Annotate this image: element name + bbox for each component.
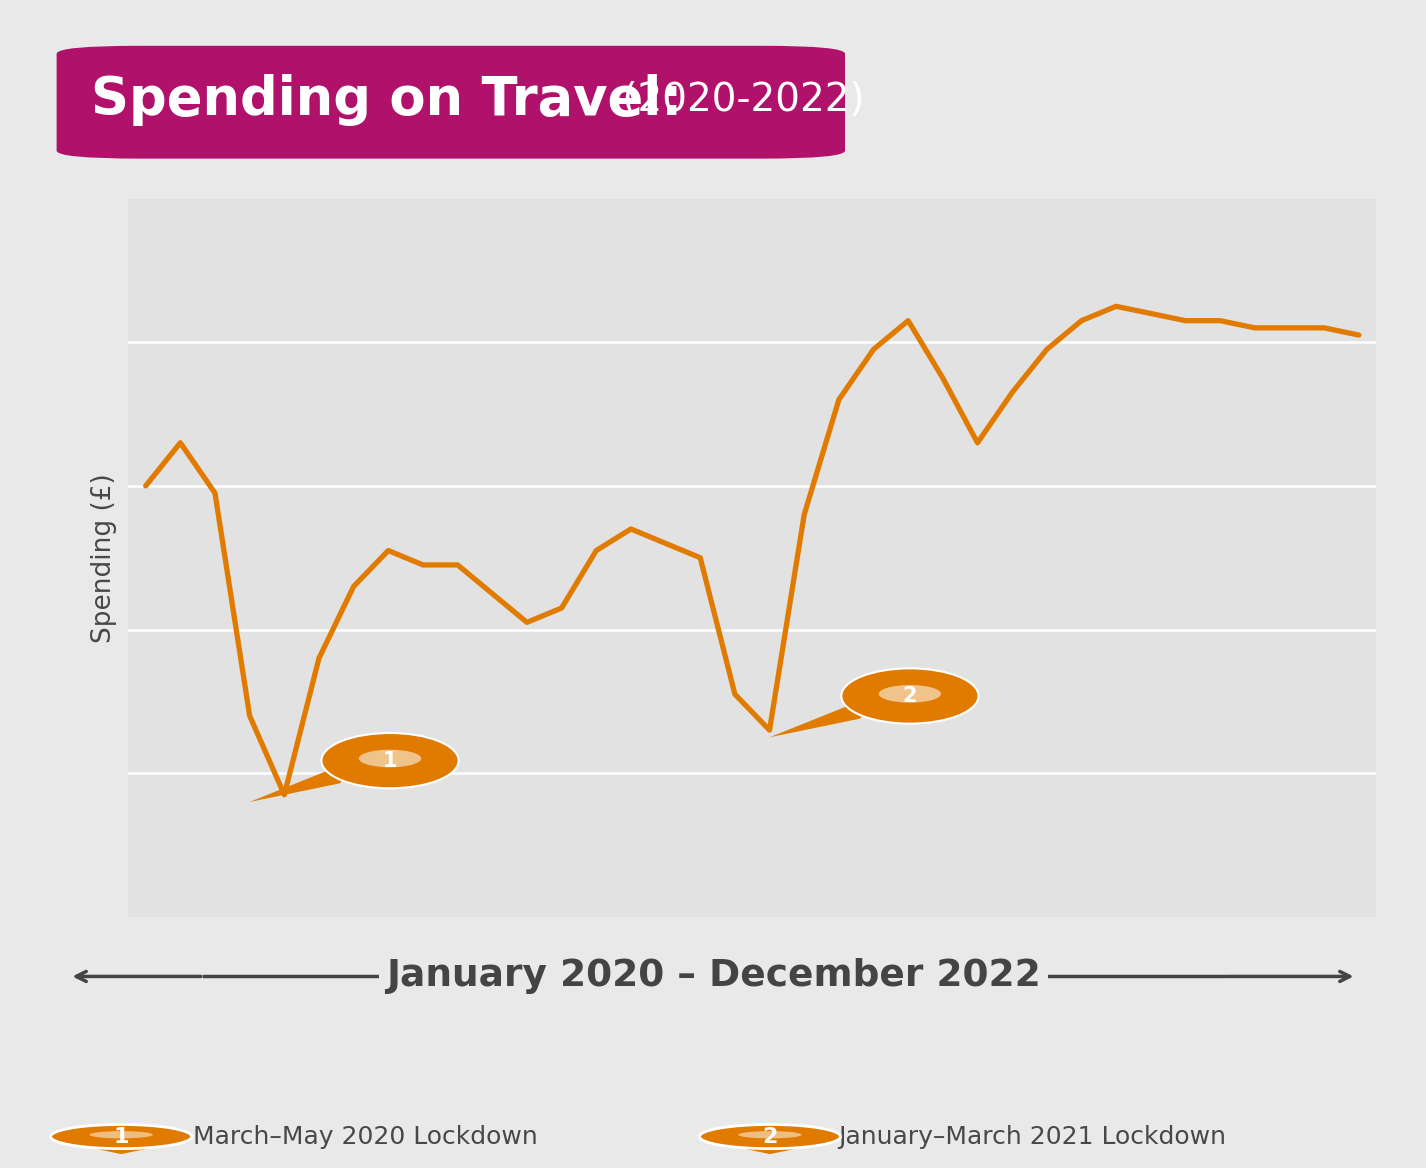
Ellipse shape [359,750,421,767]
Polygon shape [250,758,359,802]
Text: January–March 2021 Lockdown: January–March 2021 Lockdown [838,1125,1226,1149]
Text: 1: 1 [382,751,398,771]
Text: (2020-2022): (2020-2022) [610,81,864,118]
Ellipse shape [51,1125,191,1148]
Text: 2: 2 [903,686,917,705]
Ellipse shape [878,686,941,703]
Polygon shape [770,694,878,737]
Y-axis label: Spending (£): Spending (£) [91,473,117,642]
Polygon shape [71,1143,171,1154]
Text: 1: 1 [114,1127,128,1147]
Ellipse shape [90,1131,153,1139]
Polygon shape [720,1143,820,1154]
Text: March–May 2020 Lockdown: March–May 2020 Lockdown [193,1125,538,1149]
Ellipse shape [321,734,459,788]
Ellipse shape [700,1125,841,1148]
Ellipse shape [739,1131,801,1139]
Text: Spending on Travel:: Spending on Travel: [91,74,683,125]
Text: 2: 2 [763,1127,777,1147]
Ellipse shape [841,668,978,724]
FancyBboxPatch shape [57,46,846,159]
Text: January 2020 – December 2022: January 2020 – December 2022 [385,959,1041,994]
